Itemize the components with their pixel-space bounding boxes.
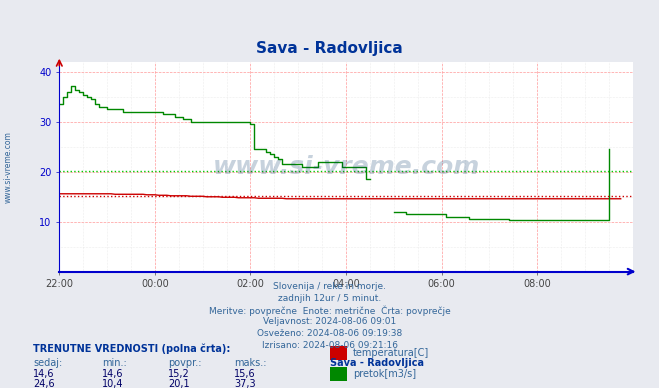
Text: maks.:: maks.:: [234, 358, 266, 368]
Text: 10,4: 10,4: [102, 379, 124, 388]
Text: Osveženo: 2024-08-06 09:19:38: Osveženo: 2024-08-06 09:19:38: [257, 329, 402, 338]
Text: zadnjih 12ur / 5 minut.: zadnjih 12ur / 5 minut.: [278, 294, 381, 303]
Text: Sava - Radovljica: Sava - Radovljica: [330, 358, 424, 368]
Text: temperatura[C]: temperatura[C]: [353, 348, 430, 358]
Text: Slovenija / reke in morje.: Slovenija / reke in morje.: [273, 282, 386, 291]
Text: 37,3: 37,3: [234, 379, 256, 388]
Text: Veljavnost: 2024-08-06 09:01: Veljavnost: 2024-08-06 09:01: [263, 317, 396, 326]
Text: povpr.:: povpr.:: [168, 358, 202, 368]
Text: Meritve: povprečne  Enote: metrične  Črta: povprečje: Meritve: povprečne Enote: metrične Črta:…: [209, 306, 450, 316]
Text: Izrisano: 2024-08-06 09:21:16: Izrisano: 2024-08-06 09:21:16: [262, 341, 397, 350]
Text: 24,6: 24,6: [33, 379, 55, 388]
Text: 14,6: 14,6: [33, 369, 55, 379]
Text: 20,1: 20,1: [168, 379, 190, 388]
Text: Sava - Radovljica: Sava - Radovljica: [256, 41, 403, 56]
Text: www.si-vreme.com: www.si-vreme.com: [4, 131, 13, 203]
Text: 15,2: 15,2: [168, 369, 190, 379]
Text: www.si-vreme.com: www.si-vreme.com: [212, 155, 480, 179]
Bar: [330, 367, 347, 381]
Text: 15,6: 15,6: [234, 369, 256, 379]
Text: min.:: min.:: [102, 358, 127, 368]
Text: TRENUTNE VREDNOSTI (polna črta):: TRENUTNE VREDNOSTI (polna črta):: [33, 343, 231, 354]
Text: sedaj:: sedaj:: [33, 358, 62, 368]
Text: pretok[m3/s]: pretok[m3/s]: [353, 369, 416, 379]
Text: 14,6: 14,6: [102, 369, 124, 379]
Bar: [330, 346, 347, 360]
